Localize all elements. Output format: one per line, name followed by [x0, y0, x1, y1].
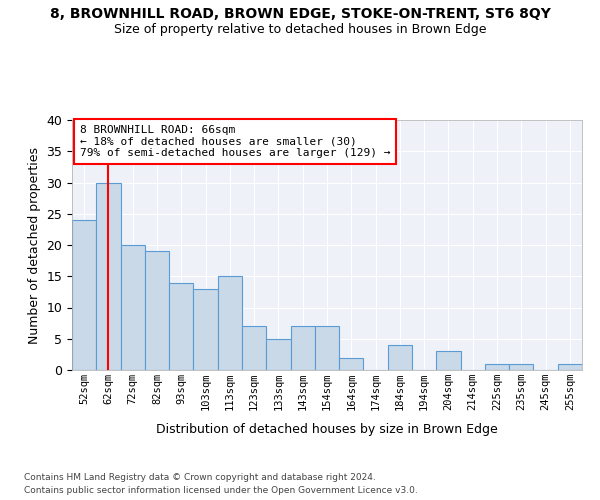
- Bar: [436, 351, 461, 370]
- Bar: [121, 245, 145, 370]
- Bar: [145, 251, 169, 370]
- Text: 8, BROWNHILL ROAD, BROWN EDGE, STOKE-ON-TRENT, ST6 8QY: 8, BROWNHILL ROAD, BROWN EDGE, STOKE-ON-…: [50, 8, 550, 22]
- Bar: [485, 364, 509, 370]
- Bar: [558, 364, 582, 370]
- Text: Contains public sector information licensed under the Open Government Licence v3: Contains public sector information licen…: [24, 486, 418, 495]
- Text: Size of property relative to detached houses in Brown Edge: Size of property relative to detached ho…: [114, 22, 486, 36]
- Bar: [193, 289, 218, 370]
- Bar: [315, 326, 339, 370]
- Text: Distribution of detached houses by size in Brown Edge: Distribution of detached houses by size …: [156, 422, 498, 436]
- Bar: [242, 326, 266, 370]
- Y-axis label: Number of detached properties: Number of detached properties: [28, 146, 41, 344]
- Text: 8 BROWNHILL ROAD: 66sqm
← 18% of detached houses are smaller (30)
79% of semi-de: 8 BROWNHILL ROAD: 66sqm ← 18% of detache…: [80, 125, 390, 158]
- Bar: [72, 220, 96, 370]
- Bar: [388, 345, 412, 370]
- Bar: [509, 364, 533, 370]
- Bar: [339, 358, 364, 370]
- Bar: [96, 182, 121, 370]
- Bar: [169, 282, 193, 370]
- Text: Contains HM Land Registry data © Crown copyright and database right 2024.: Contains HM Land Registry data © Crown c…: [24, 472, 376, 482]
- Bar: [218, 276, 242, 370]
- Bar: [266, 339, 290, 370]
- Bar: [290, 326, 315, 370]
